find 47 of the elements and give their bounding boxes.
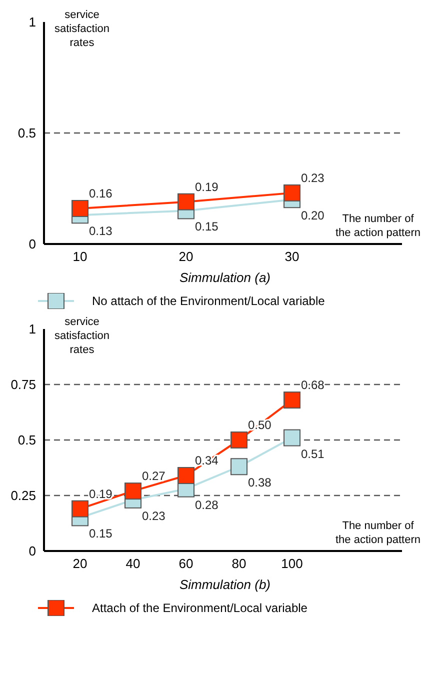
legend-label: Attach of the Environment/Local variable [92, 601, 308, 615]
x-tick-label: 10 [72, 249, 88, 264]
y-tick-label: 0 [28, 544, 36, 559]
data-label: 0.68 [301, 378, 325, 392]
point [284, 184, 300, 202]
x-tick-label: 30 [284, 249, 300, 264]
point [284, 429, 300, 446]
data-label: 0.15 [89, 526, 113, 541]
point [124, 482, 142, 500]
data-label: 0.23 [142, 508, 166, 523]
data-label: 0.51 [301, 446, 325, 461]
y-tick-label: 0.25 [10, 488, 36, 504]
legend-label: No attach of the Environment/Local variable [92, 294, 325, 308]
point [178, 193, 194, 210]
data-label: 0.23 [301, 170, 325, 185]
x-tick-label: 60 [178, 556, 194, 572]
x-tick-label: 20 [72, 556, 88, 572]
y-axis-title: service satisfaction rates [46, 315, 118, 357]
x-axis-title: The number of the action pattern [334, 519, 422, 547]
y-tick-label: 1 [28, 14, 36, 30]
x-tick-label: 80 [232, 556, 246, 572]
data-label: 0.16 [89, 186, 113, 200]
y-tick-label: 0.75 [10, 377, 36, 392]
data-label: 0.13 [89, 224, 113, 238]
data-label: 0.28 [195, 498, 219, 512]
data-label: 0.19 [195, 180, 219, 194]
point [178, 467, 194, 484]
x-tick-label: 20 [178, 249, 194, 264]
y-tick-label: 0.5 [18, 126, 36, 141]
text: Simmulation (a) [178, 270, 272, 285]
point [72, 200, 88, 217]
data-label: 0.15 [195, 220, 219, 234]
point [72, 500, 88, 518]
text: Simmulation (b) [178, 577, 272, 592]
data-label: 0.38 [248, 476, 272, 490]
data-label: 0.20 [301, 208, 325, 223]
point [230, 458, 248, 476]
point [284, 392, 300, 409]
point [230, 432, 248, 448]
y-axis-title: service satisfaction rates [46, 8, 118, 50]
x-tick-label: 40 [126, 556, 140, 572]
x-axis-title: The number of the action pattern [334, 212, 422, 240]
y-tick-label: 1 [28, 322, 36, 337]
data-label: 0.27 [142, 469, 166, 484]
x-tick-label: 100 [281, 556, 303, 572]
y-tick-label: 0 [28, 236, 36, 252]
y-tick-label: 0.5 [18, 432, 36, 448]
